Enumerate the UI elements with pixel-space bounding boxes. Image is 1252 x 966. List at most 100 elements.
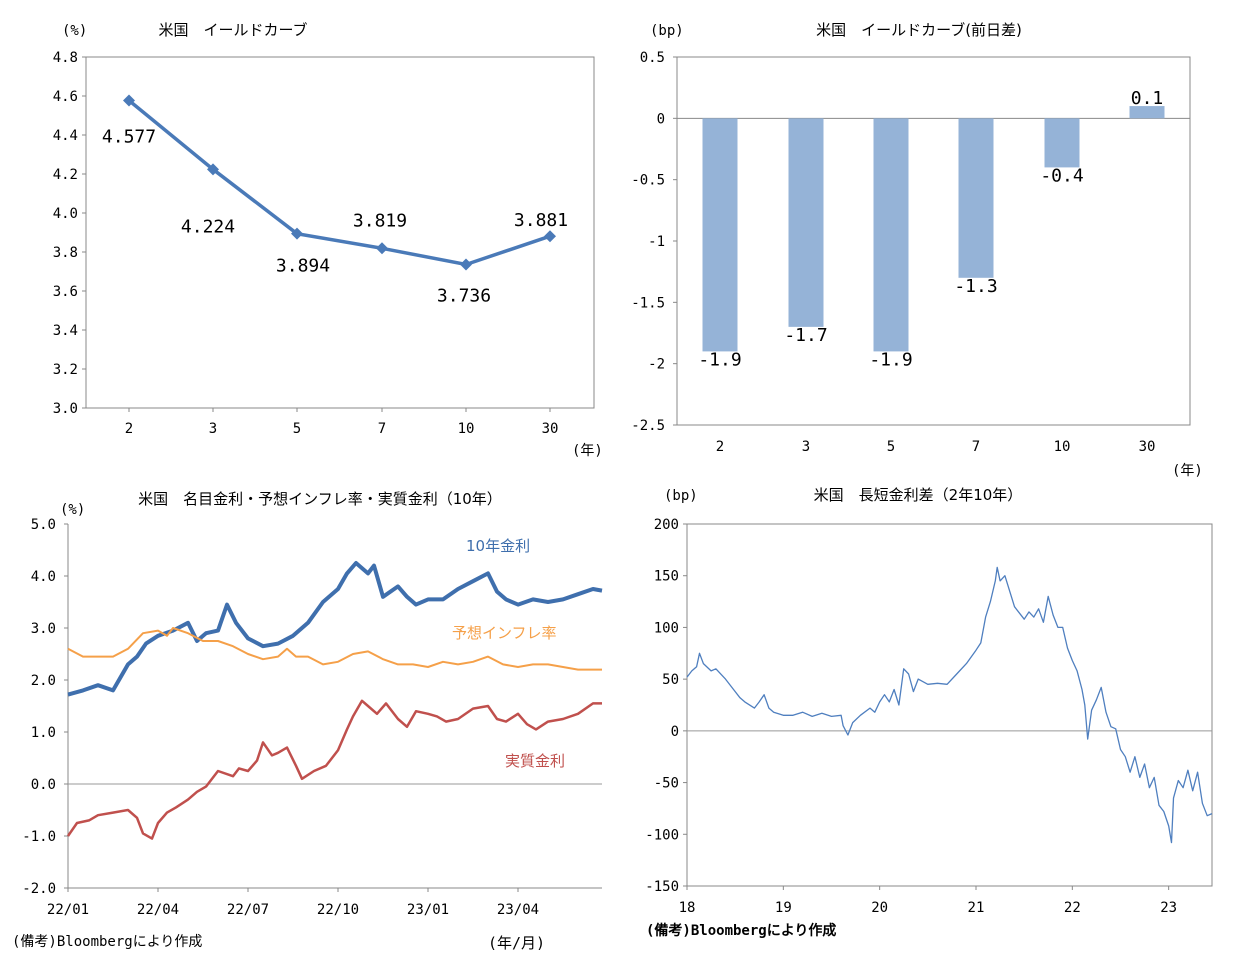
yield-change-x-unit: (年) [1172,463,1203,479]
y-tick-label: 50 [662,672,679,688]
inflation-expectation-line [67,627,602,671]
real-rate-source-note: (備考)Bloombergにより作成 [12,934,202,950]
x-tick-label: 23/01 [407,902,449,918]
yield-change-bar [788,118,824,327]
yield-curve-plot-area [85,56,595,409]
nominal-10y-line [67,561,603,697]
y-tick-label: 3.2 [53,362,78,378]
y-tick-label: 4.8 [53,50,78,66]
x-tick-label: 2 [125,421,133,437]
x-tick-label: 30 [1139,439,1156,455]
yield-change-bar [1044,118,1080,168]
yield-change-bar [1129,106,1165,119]
y-tick-label: 3.6 [53,284,78,300]
x-tick-label: 22/07 [227,902,269,918]
y-tick-label: 100 [654,620,679,636]
yield-data-label: 4.577 [102,126,156,147]
y-tick-label: -100 [645,827,679,843]
yield-change-plot-area [676,56,1191,426]
x-tick-label: 2 [716,439,724,455]
y-tick-label: 4.0 [53,206,78,222]
yield-change-y-unit: (bp) [650,23,684,39]
y-tick-label: -2.5 [631,418,665,434]
y-tick-label: 4.2 [53,167,78,183]
yield-change-data-label: -1.9 [869,349,912,370]
x-tick-label: 3 [209,421,217,437]
term-spread-y-unit: (bp) [664,488,698,504]
yield-curve-y-unit: (%) [62,23,87,39]
x-tick-label: 10 [1054,439,1071,455]
yield-curve-x-unit: (年) [572,443,603,459]
nominal-series-label: 10年金利 [466,537,530,555]
x-tick-label: 22/04 [137,902,179,918]
yield-change-bar [873,118,909,352]
y-tick-label: 4.0 [31,569,56,585]
y-tick-label: 200 [654,517,679,533]
x-tick-label: 23/04 [497,902,539,918]
yield-change-data-label: -1.7 [784,325,827,346]
term-spread-title: 米国 長短金利差（2年10年） [814,486,1023,504]
yield-point [544,230,556,243]
x-tick-label: 18 [679,900,696,916]
yield-data-label: 3.881 [514,210,568,231]
y-tick-label: 0.0 [31,777,56,793]
yield-change-chart: 米国 イールドカーブ(前日差) (bp) (年) -2.5 -2 -1.5 -1 -0.… [631,21,1203,479]
y-tick-label: 1.0 [31,725,56,741]
yield-change-bar [958,118,994,278]
y-tick-label: 5.0 [31,517,56,533]
yield-curve-line [127,99,551,267]
term-spread-source-note: (備考)Bloombergにより作成 [646,922,836,939]
x-tick-label: 5 [887,439,895,455]
real-rate-line [66,699,602,840]
term-spread-plot-area [686,523,1213,887]
yield-point [123,94,135,107]
yield-point [460,258,472,271]
yield-data-label: 3.819 [353,210,407,231]
yield-curve-chart: 米国 イールドカーブ (%) (年) 3.0 3.2 3.4 3.6 3.8 4.0 4.2… [53,21,603,459]
real-rate-x-unit: (年/月) [488,934,545,952]
y-tick-label: 3.0 [53,401,78,417]
x-tick-label: 20 [871,900,888,916]
yield-point [376,242,388,255]
y-tick-label: -2.0 [22,881,56,897]
yield-data-label: 4.224 [181,216,235,237]
y-tick-label: 0 [657,111,665,127]
y-tick-label: 4.6 [53,89,78,105]
yield-point [291,227,303,240]
y-tick-label: 3.8 [53,245,78,261]
x-tick-label: 30 [542,421,559,437]
real-rate-title: 米国 名目金利・予想インフレ率・実質金利（10年） [138,490,502,508]
y-tick-label: -1.0 [22,829,56,845]
inflation-series-label: 予想インフレ率 [452,624,557,642]
y-tick-label: -0.5 [631,173,665,189]
x-tick-label: 7 [378,421,386,437]
x-tick-label: 22/01 [47,902,89,918]
x-tick-label: 7 [972,439,980,455]
yield-change-title: 米国 イールドカーブ(前日差) [816,21,1022,39]
y-tick-label: -150 [645,879,679,895]
yield-change-data-label: -1.3 [954,276,997,297]
real-series-label: 実質金利 [505,752,565,770]
real-rate-chart: 米国 名目金利・予想インフレ率・実質金利（10年） (%) -2.0 -1.0 0.… [12,490,603,952]
term-spread-line [686,566,1213,844]
y-tick-label: 150 [654,569,679,585]
real-rate-y-unit: (%) [60,502,85,518]
x-tick-label: 21 [968,900,985,916]
y-tick-label: 3.0 [31,621,56,637]
y-tick-label: 0 [671,724,679,740]
x-tick-label: 23 [1160,900,1177,916]
yield-change-data-label: 0.1 [1131,88,1164,109]
x-tick-label: 22/10 [317,902,359,918]
yield-data-label: 3.894 [276,256,330,277]
y-tick-label: 3.4 [53,323,78,339]
y-tick-label: -2 [648,357,665,373]
y-tick-label: -1.5 [631,295,665,311]
x-tick-label: 19 [775,900,792,916]
yield-data-label: 3.736 [437,285,491,306]
x-tick-label: 5 [293,421,301,437]
x-tick-label: 10 [458,421,475,437]
yield-curve-title: 米国 イールドカーブ [158,21,307,39]
y-tick-label: 4.4 [53,128,78,144]
yield-change-data-label: -1.9 [698,349,741,370]
